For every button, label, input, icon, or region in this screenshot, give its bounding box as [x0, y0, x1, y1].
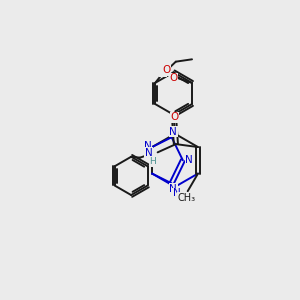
Text: O: O: [169, 74, 178, 83]
Text: H: H: [149, 157, 156, 166]
Text: H: H: [178, 195, 185, 204]
Text: H: H: [160, 68, 167, 76]
Text: CH₃: CH₃: [177, 193, 195, 203]
Text: N: N: [144, 141, 152, 151]
Text: N: N: [169, 184, 177, 194]
Text: N: N: [169, 127, 177, 137]
Text: O: O: [170, 112, 178, 122]
Text: O: O: [162, 65, 170, 76]
Text: N: N: [185, 155, 193, 165]
Text: N: N: [145, 148, 152, 158]
Text: N: N: [172, 188, 180, 198]
